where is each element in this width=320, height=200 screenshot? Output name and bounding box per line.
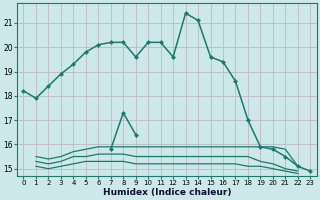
X-axis label: Humidex (Indice chaleur): Humidex (Indice chaleur) [103, 188, 231, 197]
